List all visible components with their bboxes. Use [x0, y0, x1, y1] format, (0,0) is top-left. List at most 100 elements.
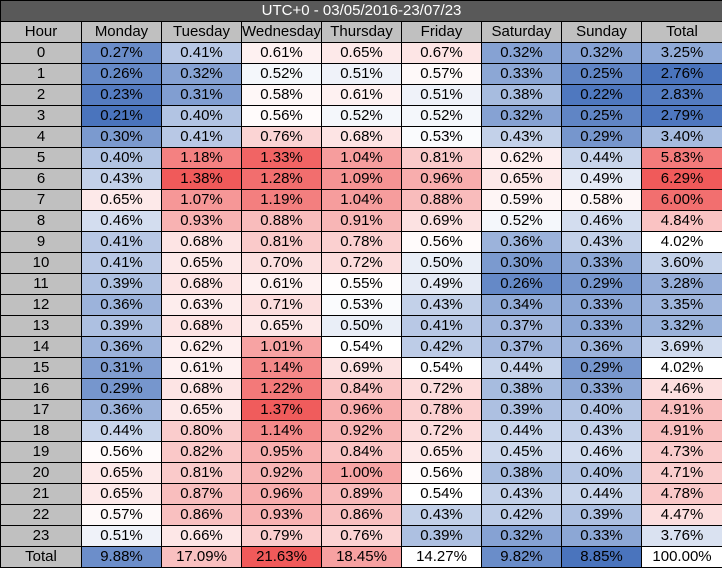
heat-cell: 0.65%	[82, 484, 162, 505]
heat-cell: 0.27%	[82, 43, 162, 64]
heat-cell: 0.62%	[162, 337, 242, 358]
heat-cell: 1.33%	[242, 148, 322, 169]
heat-cell: 0.39%	[82, 274, 162, 295]
heat-cell: 0.95%	[242, 442, 322, 463]
heat-cell: 0.76%	[322, 526, 402, 547]
heat-cell: 0.30%	[482, 253, 562, 274]
heat-cell: 0.65%	[322, 43, 402, 64]
hour-label: 18	[1, 421, 82, 442]
heat-cell: 0.54%	[322, 337, 402, 358]
heat-cell: 0.51%	[402, 85, 482, 106]
heat-cell: 0.80%	[162, 421, 242, 442]
total-row-cell: 17.09%	[162, 547, 242, 568]
total-row-cell: 9.82%	[482, 547, 562, 568]
heat-cell: 0.91%	[322, 211, 402, 232]
total-cell: 4.84%	[642, 211, 722, 232]
hour-label: 22	[1, 505, 82, 526]
hour-label: 0	[1, 43, 82, 64]
heat-cell: 0.65%	[162, 253, 242, 274]
heat-cell: 0.68%	[162, 232, 242, 253]
heat-cell: 0.57%	[82, 505, 162, 526]
heat-cell: 0.33%	[562, 295, 642, 316]
total-cell: 3.69%	[642, 337, 722, 358]
heat-cell: 0.21%	[82, 106, 162, 127]
heat-cell: 0.37%	[482, 337, 562, 358]
column-header-sunday: Sunday	[562, 22, 642, 43]
total-row-cell: 9.88%	[82, 547, 162, 568]
heat-cell: 0.68%	[322, 127, 402, 148]
heat-cell: 0.53%	[402, 127, 482, 148]
heat-cell: 0.36%	[482, 232, 562, 253]
total-cell: 3.25%	[642, 43, 722, 64]
heat-cell: 0.50%	[322, 316, 402, 337]
heat-cell: 0.33%	[562, 526, 642, 547]
heat-cell: 0.39%	[82, 316, 162, 337]
heat-cell: 0.55%	[322, 274, 402, 295]
heat-cell: 0.42%	[402, 337, 482, 358]
heat-cell: 0.34%	[482, 295, 562, 316]
column-header-saturday: Saturday	[482, 22, 562, 43]
heat-cell: 0.84%	[322, 442, 402, 463]
heat-cell: 0.46%	[562, 442, 642, 463]
hour-label: 2	[1, 85, 82, 106]
heat-cell: 0.42%	[482, 505, 562, 526]
heat-cell: 0.70%	[242, 253, 322, 274]
heat-cell: 0.33%	[562, 253, 642, 274]
heat-cell: 0.39%	[402, 526, 482, 547]
heat-cell: 0.33%	[562, 379, 642, 400]
heat-cell: 0.29%	[562, 274, 642, 295]
heat-cell: 0.32%	[482, 43, 562, 64]
heat-cell: 0.46%	[82, 211, 162, 232]
total-cell: 4.02%	[642, 358, 722, 379]
heat-cell: 1.28%	[242, 169, 322, 190]
heat-cell: 0.61%	[242, 43, 322, 64]
column-header-tuesday: Tuesday	[162, 22, 242, 43]
heat-cell: 0.53%	[322, 295, 402, 316]
heat-cell: 0.43%	[562, 421, 642, 442]
heat-cell: 0.33%	[562, 316, 642, 337]
heat-cell: 0.52%	[402, 106, 482, 127]
heat-cell: 1.07%	[162, 190, 242, 211]
heat-cell: 0.96%	[242, 484, 322, 505]
total-cell: 4.71%	[642, 463, 722, 484]
heat-cell: 1.01%	[242, 337, 322, 358]
heat-cell: 0.29%	[82, 379, 162, 400]
total-cell: 4.91%	[642, 400, 722, 421]
heat-cell: 0.61%	[162, 358, 242, 379]
hour-label: 1	[1, 64, 82, 85]
heat-cell: 0.25%	[562, 64, 642, 85]
total-row-cell: 14.27%	[402, 547, 482, 568]
heat-cell: 0.57%	[402, 64, 482, 85]
column-header-thursday: Thursday	[322, 22, 402, 43]
heat-cell: 0.65%	[402, 442, 482, 463]
heat-cell: 0.65%	[82, 190, 162, 211]
heat-cell: 0.79%	[242, 526, 322, 547]
heat-cell: 0.67%	[402, 43, 482, 64]
heat-cell: 0.41%	[162, 127, 242, 148]
heat-cell: 0.40%	[562, 400, 642, 421]
total-cell: 4.47%	[642, 505, 722, 526]
heat-cell: 0.41%	[162, 43, 242, 64]
total-cell: 3.35%	[642, 295, 722, 316]
total-cell: 3.76%	[642, 526, 722, 547]
heat-cell: 0.86%	[162, 505, 242, 526]
heat-cell: 0.81%	[242, 232, 322, 253]
heat-cell: 0.52%	[242, 64, 322, 85]
heat-cell: 0.81%	[162, 463, 242, 484]
heat-cell: 0.56%	[82, 442, 162, 463]
heat-cell: 0.32%	[482, 106, 562, 127]
heat-cell: 0.72%	[402, 379, 482, 400]
heat-cell: 0.81%	[402, 148, 482, 169]
total-cell: 3.40%	[642, 127, 722, 148]
heat-cell: 0.65%	[242, 316, 322, 337]
heat-cell: 0.36%	[562, 337, 642, 358]
heat-cell: 0.38%	[482, 85, 562, 106]
